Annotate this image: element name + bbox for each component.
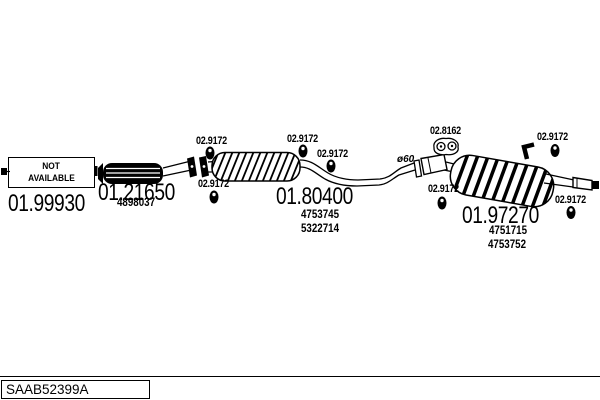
bracket-code-label: 02.8162 (430, 125, 461, 137)
part-code-catalyst[interactable]: 01.21650 (98, 179, 175, 206)
oe-number-rear-muffler-2: 4753752 (488, 239, 527, 251)
rubber-hanger-icon (550, 144, 560, 157)
not-available-line2: AVAILABLE (28, 172, 75, 184)
oe-number-center-muffler-2: 5322714 (301, 223, 340, 235)
rear-muffler-drawing (449, 152, 557, 210)
footer-divider (0, 376, 600, 377)
rubber-hanger-icon (437, 196, 447, 210)
flex-joint-drawing (95, 163, 103, 184)
intermediate-pipe-drawing (299, 159, 416, 187)
not-available-box: NOT AVAILABLE (8, 157, 95, 188)
pipe-diameter-label: ø60 (397, 154, 415, 165)
rubber-hanger-icon (566, 206, 576, 219)
oe-number-catalyst: 4898037 (117, 197, 156, 209)
center-muffler-drawing (211, 151, 301, 182)
hanger-code-label-6: 02.9172 (428, 183, 459, 195)
rubber-hanger-icon (298, 144, 308, 158)
pipe-clamp-drawing (413, 153, 459, 178)
rear-connection-marker (592, 181, 599, 189)
hanger-code-label-5: 02.9172 (198, 178, 229, 190)
rubber-hanger-icon (205, 146, 215, 160)
not-available-line1: NOT (42, 160, 61, 172)
rubber-hanger-icons (205, 144, 576, 219)
drawing-code-box: SAAB52399A (1, 380, 150, 399)
rear-muffler-stub-pipe (521, 142, 535, 160)
hanger-code-label-4: 02.9172 (537, 131, 568, 143)
hanger-code-label-2: 02.9172 (287, 133, 318, 145)
tailpipe-drawing (543, 173, 599, 191)
part-code-front-pipe[interactable]: 01.99930 (8, 190, 85, 217)
oe-number-center-muffler-1: 4753745 (301, 209, 340, 221)
rubber-hanger-icon (209, 190, 219, 204)
hanger-code-label-3: 02.9172 (317, 148, 348, 160)
part-code-rear-muffler[interactable]: 01.97270 (462, 202, 539, 229)
part-code-center-muffler[interactable]: 01.80400 (276, 183, 353, 210)
oe-number-rear-muffler-1: 4751715 (489, 225, 528, 237)
hanger-code-label-7: 02.9172 (555, 194, 586, 206)
drawing-code-label: SAAB52399A (6, 381, 89, 397)
catalytic-converter-drawing (103, 160, 190, 184)
bracket-icon (433, 137, 459, 156)
rubber-hanger-icon (326, 159, 336, 173)
hanger-code-label-1: 02.9172 (196, 135, 227, 147)
